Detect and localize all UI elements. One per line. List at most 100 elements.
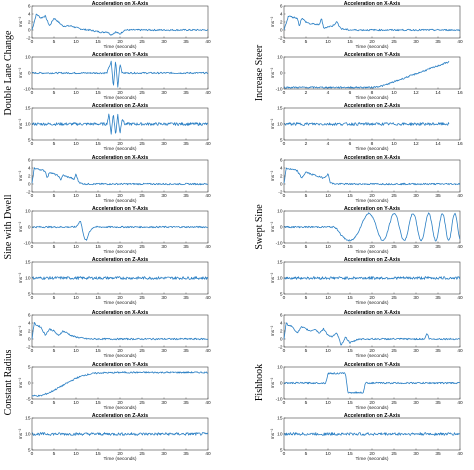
series-line: [31, 167, 208, 186]
x-tick-label: 25: [139, 295, 145, 301]
x-tick-label: 12: [413, 141, 419, 147]
x-tick-label: 10: [73, 400, 79, 406]
x-tick-label: 35: [183, 141, 189, 147]
y-tick-label: 10: [277, 365, 283, 371]
x-tick-label: 30: [161, 451, 167, 457]
x-tick-label: 5: [305, 244, 308, 250]
x-tick-label: 0: [31, 90, 34, 96]
y-tick-label: 5: [28, 138, 31, 144]
maneuver-label: Sine with Dwell: [3, 194, 14, 259]
x-tick-label: 0: [283, 400, 286, 406]
series-line: [283, 432, 460, 436]
x-axis-label: Time (seconds): [104, 198, 137, 204]
x-tick-label: 30: [413, 451, 419, 457]
x-axis-label: Time (seconds): [356, 353, 389, 359]
maneuver-label: Swept Sine: [254, 204, 265, 250]
x-tick-label: 25: [391, 244, 397, 250]
x-axis-label: Time (seconds): [104, 146, 137, 152]
x-tick-label: 40: [205, 451, 211, 457]
x-tick-label: 14: [435, 90, 441, 96]
subplot-title: Acceleration on Y-Axis: [92, 52, 148, 58]
x-tick-label: 15: [347, 348, 353, 354]
maneuver-labels: Double Lane Change Sine with Dwell Constan…: [3, 30, 265, 415]
x-tick-label: 40: [457, 193, 463, 199]
series-line: [31, 13, 209, 36]
y-tick-label: 0: [28, 381, 31, 387]
x-tick-label: 5: [53, 400, 56, 406]
y-tick-label: 2: [28, 329, 31, 335]
x-tick-label: 30: [413, 348, 419, 354]
y-tick-label: -5: [26, 397, 31, 403]
x-axis-label: Time (seconds): [356, 146, 389, 152]
x-tick-label: 15: [95, 244, 101, 250]
x-tick-label: 10: [73, 90, 79, 96]
series-line: [31, 221, 208, 241]
x-axis-label: Time (seconds): [356, 300, 389, 306]
x-tick-label: 25: [139, 348, 145, 354]
series-line: [283, 167, 461, 186]
x-tick-label: 20: [369, 400, 375, 406]
x-tick-label: 0: [283, 451, 286, 457]
x-tick-label: 30: [413, 39, 419, 45]
x-tick-label: 5: [53, 348, 56, 354]
x-axis-label: Time (seconds): [104, 456, 137, 462]
y-tick-label: 10: [277, 432, 283, 438]
x-tick-label: 10: [325, 348, 331, 354]
x-tick-label: 16: [457, 141, 463, 147]
x-tick-label: 15: [95, 141, 101, 147]
x-axis-label: Time (seconds): [104, 300, 137, 306]
y-tick-label: -2: [278, 190, 283, 196]
y-tick-label: -10: [276, 397, 283, 403]
x-tick-label: 5: [305, 295, 308, 301]
y-axis-label: ms⁻²: [270, 272, 276, 283]
y-tick-label: 4: [280, 321, 283, 327]
x-axis-label: Time (seconds): [356, 249, 389, 255]
x-tick-label: 30: [413, 193, 419, 199]
x-tick-label: 40: [457, 295, 463, 301]
x-tick-label: 15: [347, 193, 353, 199]
x-axis-label: Time (seconds): [104, 353, 137, 359]
x-tick-label: 20: [117, 90, 123, 96]
x-tick-label: 25: [139, 400, 145, 406]
x-tick-label: 35: [435, 348, 441, 354]
subplot-title: Acceleration on Z-Axis: [92, 257, 148, 263]
x-tick-label: 35: [435, 400, 441, 406]
x-tick-label: 25: [391, 348, 397, 354]
plot-frame: [283, 5, 461, 39]
y-axis-label: ms⁻²: [18, 118, 24, 129]
subplot-title: Acceleration on Y-Axis: [344, 206, 400, 212]
x-tick-label: 40: [205, 193, 211, 199]
x-tick-label: 0: [31, 193, 34, 199]
x-tick-label: 25: [139, 141, 145, 147]
subplot-title: Acceleration on X-Axis: [92, 155, 149, 161]
x-tick-label: 25: [139, 451, 145, 457]
series-line: [283, 122, 450, 126]
y-tick-label: 2: [280, 329, 283, 335]
y-tick-label: 10: [277, 122, 283, 128]
x-tick-label: 20: [117, 39, 123, 45]
y-tick-label: 4: [28, 12, 31, 18]
plot-frame: [31, 159, 209, 193]
x-tick-label: 40: [457, 348, 463, 354]
series-line: [31, 432, 209, 436]
x-axis-label: Time (seconds): [104, 44, 137, 50]
y-tick-label: 0: [28, 28, 31, 34]
x-tick-label: 2: [305, 141, 308, 147]
subplot: Acceleration on Y-Axis 0 5 10 15 20 25 30 35 40 -5…: [18, 362, 211, 411]
x-tick-label: 40: [205, 400, 211, 406]
plot-frame: [283, 314, 461, 348]
y-tick-label: 10: [25, 276, 31, 282]
y-axis-label: ms⁻²: [270, 428, 276, 439]
x-tick-label: 15: [347, 295, 353, 301]
x-tick-label: 12: [413, 90, 419, 96]
x-tick-label: 5: [53, 141, 56, 147]
subplot-title: Acceleration on X-Axis: [92, 1, 149, 7]
series-line: [31, 322, 209, 341]
x-tick-label: 15: [347, 400, 353, 406]
y-tick-label: 6: [28, 4, 31, 10]
y-tick-label: 10: [25, 55, 31, 61]
x-tick-label: 15: [95, 451, 101, 457]
y-tick-label: 0: [280, 28, 283, 34]
x-tick-label: 25: [139, 39, 145, 45]
